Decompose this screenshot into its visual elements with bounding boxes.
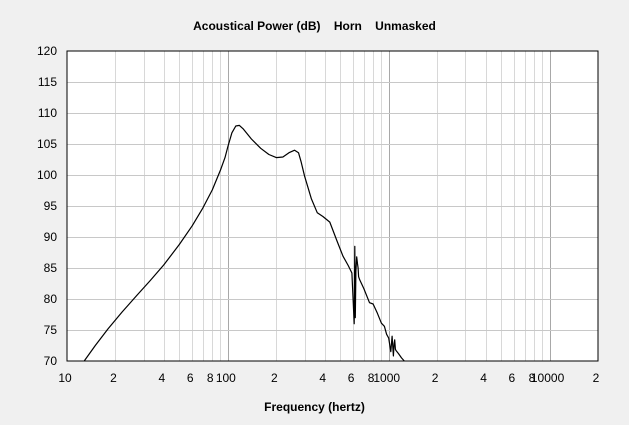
y-tick-label: 75 [44,323,58,337]
x-tick-label: 6 [509,371,516,385]
plot-border [66,50,599,362]
series-group [83,124,405,362]
y-tick-label: 90 [44,230,58,244]
series-line [83,124,405,362]
x-tick-label: 4 [319,371,326,385]
x-tick-label: 4 [159,371,166,385]
x-tick-label: 4 [480,371,487,385]
x-tick-label: 1000 [373,371,400,385]
x-tick-label: 6 [187,371,194,385]
x-tick-label: 2 [271,371,278,385]
x-tick-label: 2 [593,371,600,385]
y-tick-label: 70 [44,354,58,368]
y-tick-label: 115 [38,75,57,89]
x-tick-label: 10 [58,371,72,385]
y-tick-label: 85 [44,261,58,275]
x-tick-label: 10000 [531,371,565,385]
y-tick-label: 100 [37,168,57,182]
x-tick-label: 8 [368,371,375,385]
y-tick-label: 110 [38,106,57,120]
y-tick-label: 105 [37,137,57,151]
y-tick-labels: 70 75 80 85 90 95 100 105 110 115 120 [37,44,57,368]
y-tick-label: 80 [44,292,58,306]
x-tick-label: 8 [529,371,536,385]
x-tick-label: 2 [432,371,439,385]
x-axis-label: Frequency (hertz) [264,400,365,414]
chart-title: Acoustical Power (dB) Horn Unmasked [193,19,436,33]
x-tick-label: 2 [110,371,117,385]
x-tick-label: 100 [216,371,236,385]
x-tick-label: 8 [207,371,214,385]
y-tick-label: 95 [44,199,58,213]
x-tick-label: 6 [348,371,355,385]
grid-lines [67,51,598,361]
y-tick-label: 120 [37,44,57,58]
